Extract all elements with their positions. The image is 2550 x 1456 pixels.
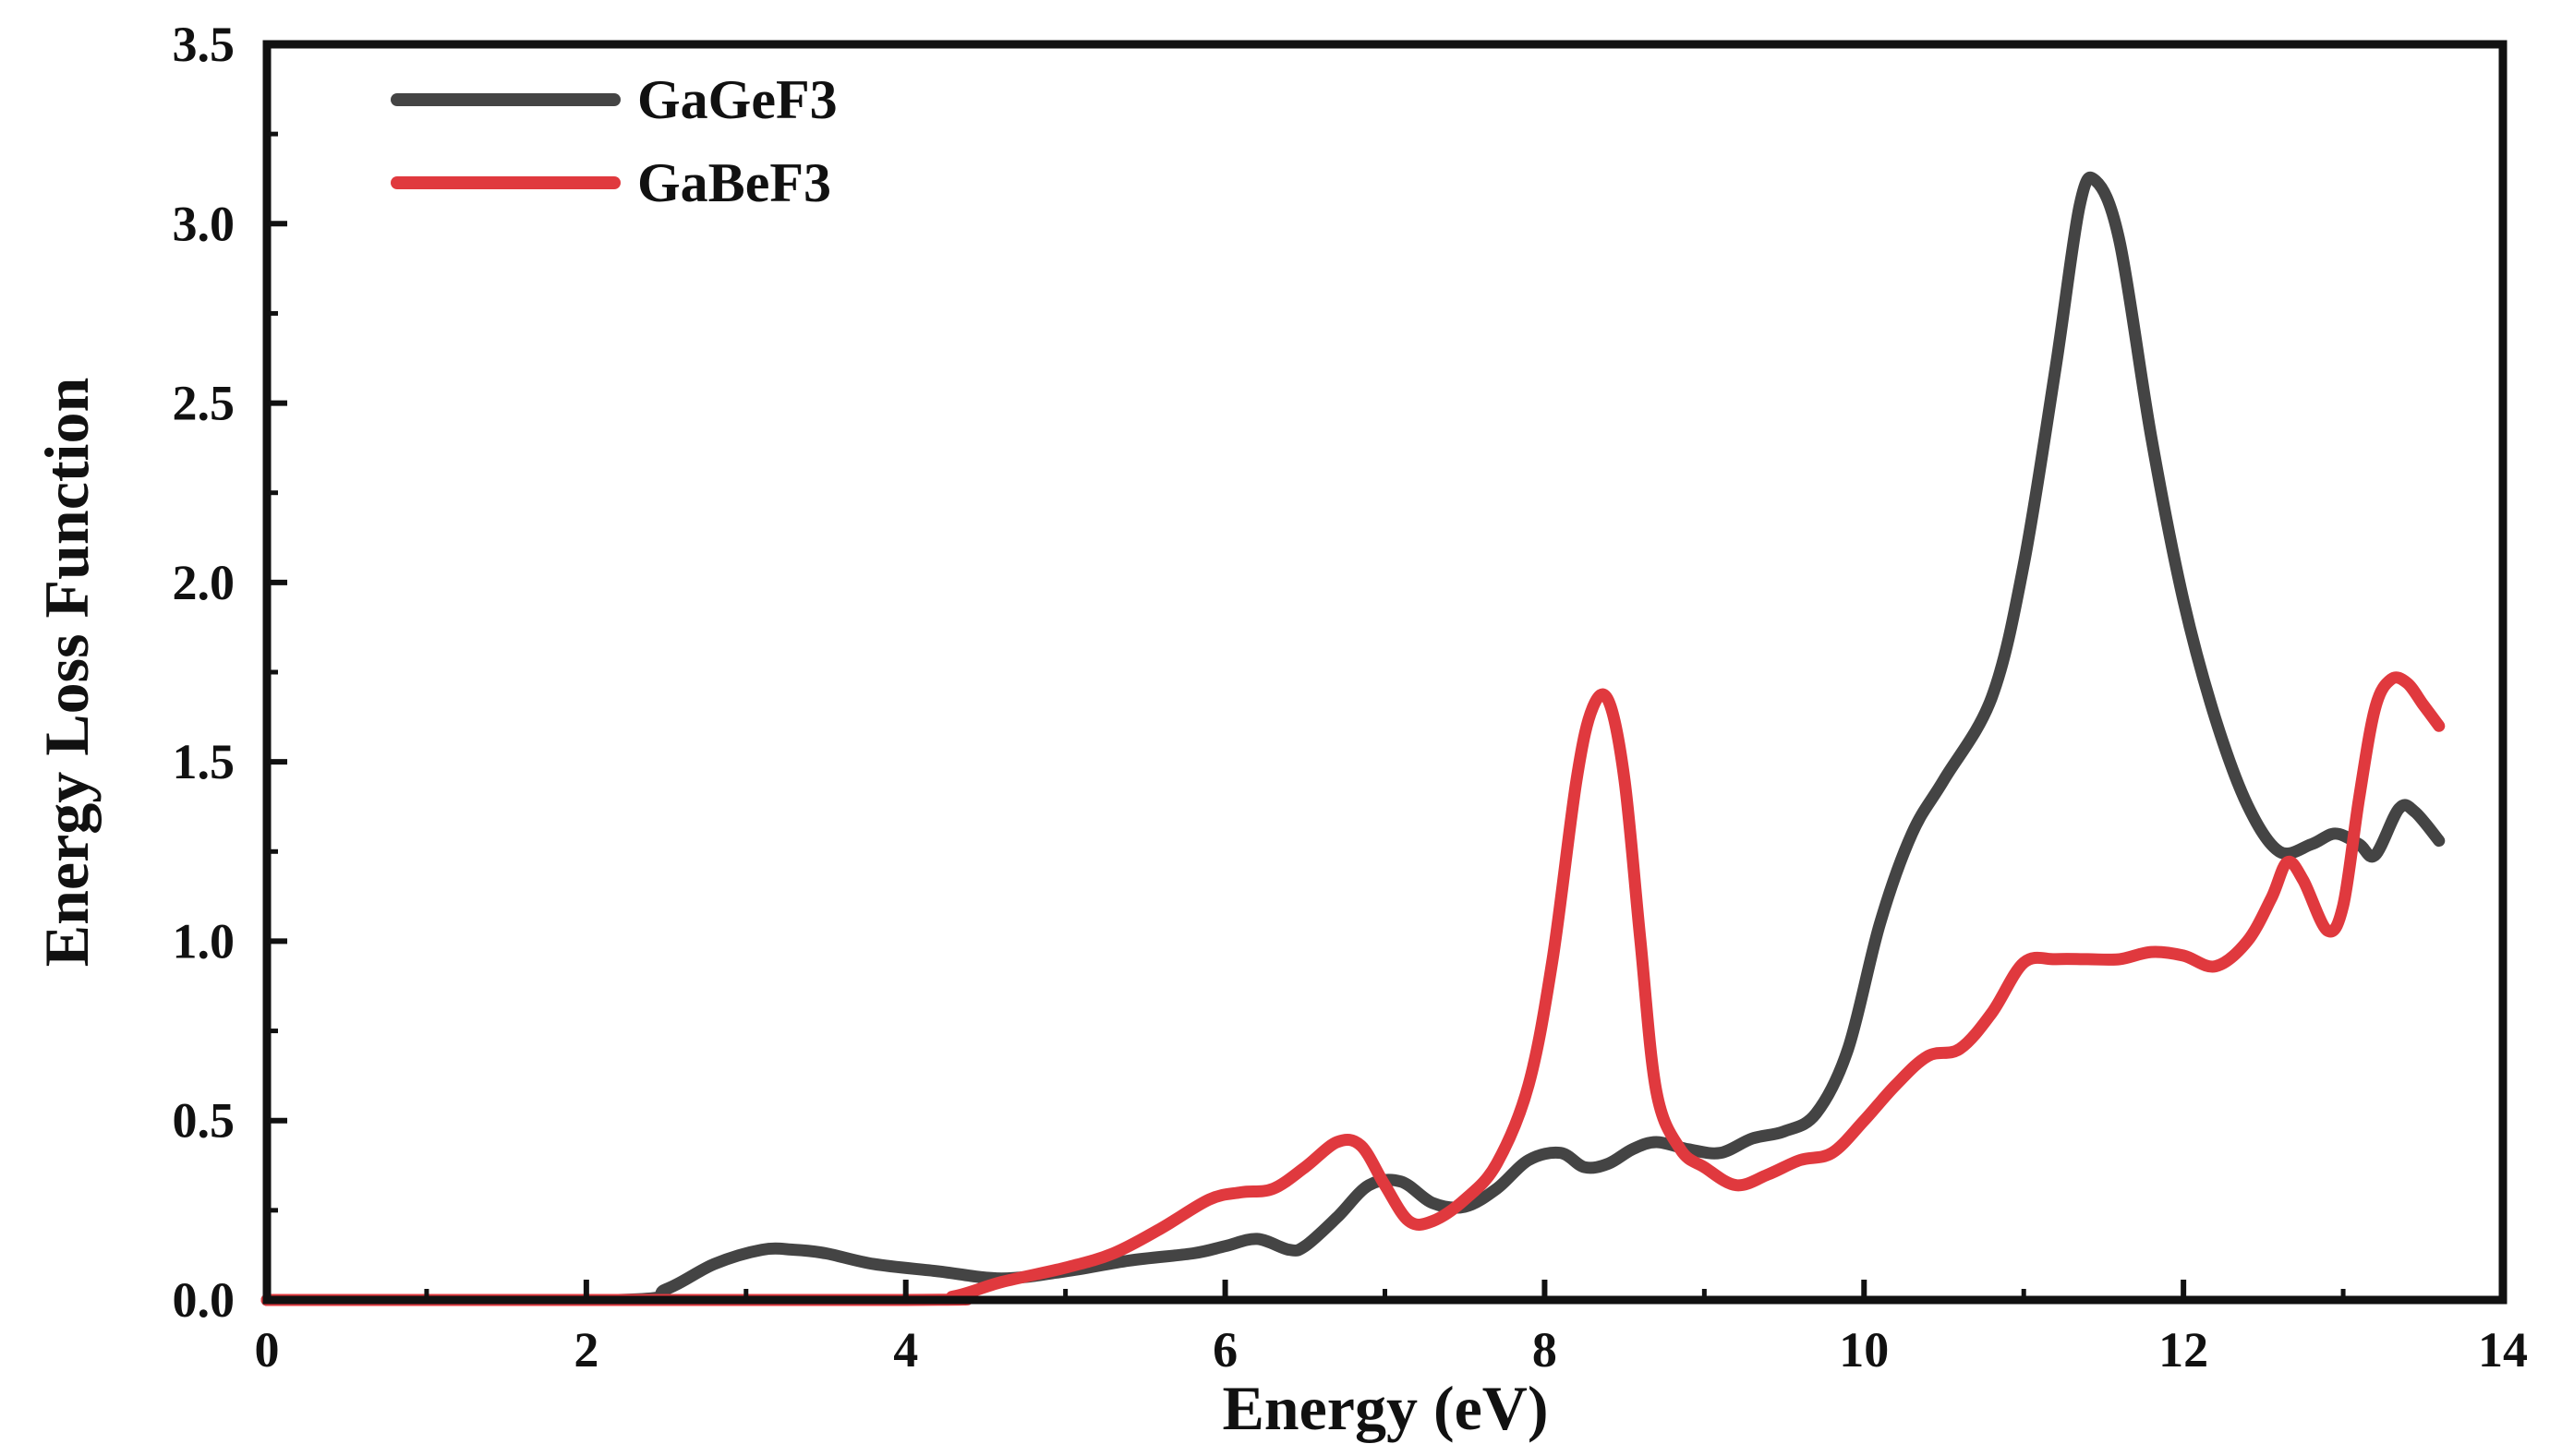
y-tick-label: 1.5 xyxy=(173,734,236,789)
y-tick-label: 0.0 xyxy=(173,1272,236,1328)
legend-label-gagef3: GaGeF3 xyxy=(637,69,838,130)
x-tick-label: 2 xyxy=(574,1322,598,1378)
y-tick-label: 3.0 xyxy=(173,196,236,251)
x-tick-label: 0 xyxy=(255,1322,280,1378)
series-line-gagef3 xyxy=(260,171,2446,1306)
y-tick-label: 1.0 xyxy=(173,913,236,969)
y-tick-label: 3.5 xyxy=(173,17,236,72)
x-tick-label: 10 xyxy=(1839,1322,1889,1378)
x-tick-label: 8 xyxy=(1532,1322,1557,1378)
y-tick-label: 2.0 xyxy=(173,555,236,610)
x-tick-label: 6 xyxy=(1213,1322,1238,1378)
y-axis-title: Energy Loss Function xyxy=(31,378,102,968)
series-layer xyxy=(260,171,2446,1306)
tick-layer: 0 2 4 6 8 10 12 14 0.0 0.5 1.0 1.5 2.0 2.5 3.0 3.5 xyxy=(173,17,2529,1378)
x-axis-title: Energy (eV) xyxy=(1222,1373,1548,1443)
x-tick-label: 14 xyxy=(2478,1322,2528,1378)
y-tick-label: 2.5 xyxy=(173,376,236,431)
x-tick-label: 12 xyxy=(2158,1322,2208,1378)
x-tick-label: 4 xyxy=(893,1322,918,1378)
series-line-gabef3 xyxy=(260,671,2446,1306)
legend: GaGeF3 GaBeF3 xyxy=(391,69,838,213)
y-tick-label: 0.5 xyxy=(173,1093,236,1149)
legend-label-gabef3: GaBeF3 xyxy=(637,152,831,213)
